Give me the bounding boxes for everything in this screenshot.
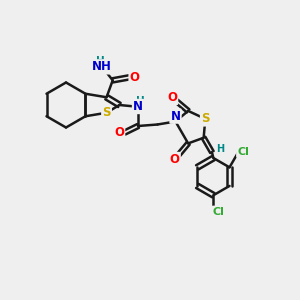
Text: O: O [170,153,180,166]
Text: N: N [170,110,181,123]
Text: N: N [133,100,143,113]
Text: S: S [201,112,210,125]
Text: H: H [96,56,105,66]
Text: O: O [167,91,177,104]
Text: NH: NH [92,60,112,73]
Text: O: O [130,71,140,84]
Text: Cl: Cl [213,207,225,217]
Text: H: H [216,144,224,154]
Text: S: S [102,106,111,119]
Text: Cl: Cl [237,146,249,157]
Text: O: O [114,126,124,139]
Text: H: H [136,96,145,106]
